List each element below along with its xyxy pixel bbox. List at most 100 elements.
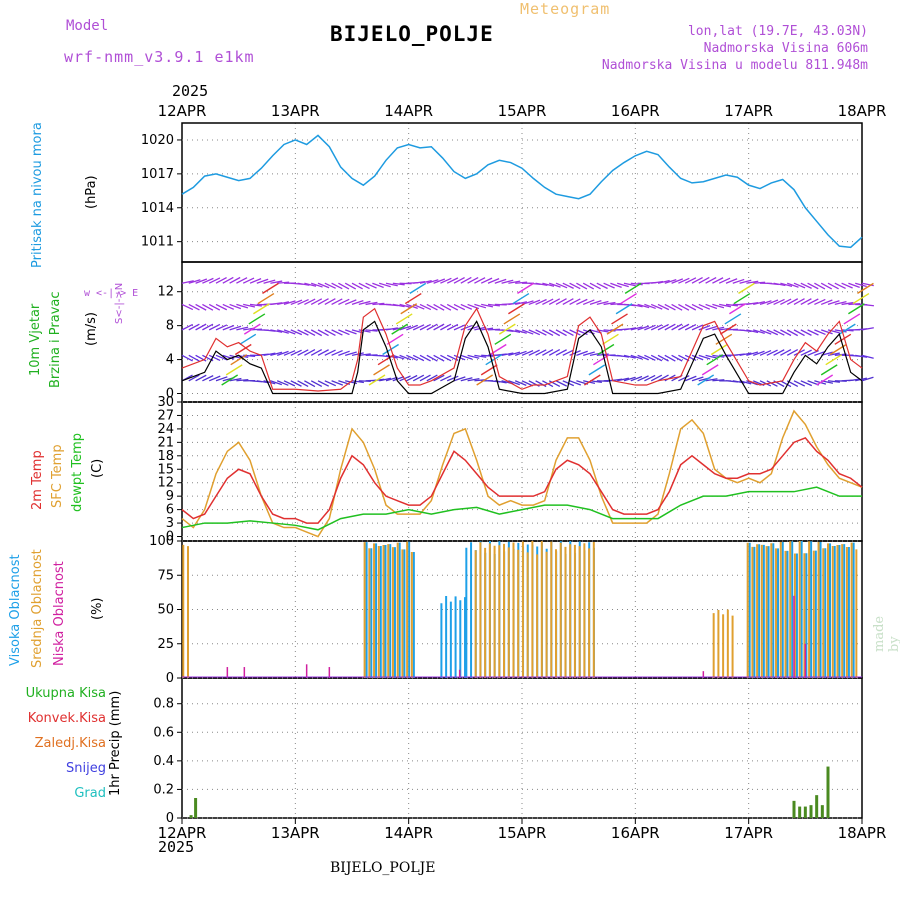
wind-arrow	[766, 380, 778, 387]
wind-arrow	[650, 324, 663, 331]
wind-arrow	[671, 278, 684, 284]
y-tick-label: 21	[157, 435, 174, 450]
wind-arrow	[222, 276, 234, 284]
wind-arrow	[657, 323, 669, 331]
wind-gust-arrow	[485, 354, 503, 366]
wind-arrow	[773, 282, 786, 287]
pressure-line	[181, 134, 863, 249]
wind-arrow	[249, 278, 262, 284]
wind-gust-arrow	[834, 333, 852, 345]
wind-arrow	[739, 279, 752, 284]
wind-speed-line	[181, 320, 863, 395]
wind-arrow	[229, 276, 241, 284]
wind-gust-arrow	[239, 333, 257, 345]
wind-arrow	[759, 300, 772, 306]
wind-arrow	[569, 329, 581, 336]
x-tick-label-bottom: 17APR	[724, 824, 773, 842]
y-tick-label: 12	[157, 285, 174, 300]
wind-arrow	[229, 377, 242, 382]
wind-gust-arrow	[373, 364, 390, 376]
wind-arrow	[753, 329, 765, 334]
wind-arrow	[202, 303, 214, 311]
wind-arrow	[671, 303, 683, 311]
wind-arrow	[841, 329, 854, 332]
wind-gust-arrow	[719, 323, 737, 335]
wind-arrow	[290, 349, 302, 356]
y-tick-label: 75	[157, 568, 174, 583]
wind-arrow	[705, 325, 718, 331]
wind-arrow	[521, 350, 534, 356]
x-tick-label-bottom: 16APR	[611, 824, 660, 842]
wind-arrow	[365, 329, 378, 332]
wind-arrow	[814, 350, 826, 356]
wind-arrow	[188, 279, 201, 284]
wind-gust-arrow	[733, 292, 751, 305]
wind-arrow	[277, 301, 290, 306]
wind-arrow	[215, 354, 228, 361]
wind-gust-arrow	[583, 374, 601, 386]
wind-arrow	[827, 380, 840, 383]
wind-arrow	[521, 380, 534, 387]
wind-arrow	[562, 329, 574, 336]
wind-arrow	[419, 354, 431, 362]
x-tick-label-bottom: 18APR	[838, 824, 887, 842]
wind-arrow	[657, 374, 669, 382]
y-tick-label: 12	[157, 476, 174, 491]
precip-bar	[820, 805, 824, 818]
wind-arrow	[671, 354, 683, 362]
wind-gust-arrow	[234, 343, 252, 356]
precip-bar	[803, 806, 807, 818]
wind-arrow	[630, 354, 643, 360]
wind-arrow	[460, 324, 473, 331]
wind-arrow	[446, 277, 459, 284]
wind-arrow	[304, 329, 316, 337]
wind-arrow	[684, 375, 697, 382]
wind-arrow	[270, 380, 282, 386]
wind-arrow	[712, 277, 724, 284]
legend-freezing-rain: Zaledj.Kisa	[34, 736, 106, 751]
wind-arrow	[542, 329, 554, 337]
wind-arrow	[834, 282, 846, 290]
wind-arrow	[861, 327, 874, 331]
wind-arrow	[569, 380, 582, 386]
wind-arrow	[508, 329, 521, 334]
wind-arrow	[188, 374, 200, 382]
wind-arrow	[650, 374, 663, 382]
wind-arrow	[392, 375, 405, 382]
y-tick-label: 18	[157, 449, 174, 464]
y-tick-label: 50	[157, 603, 174, 618]
wind-arrow	[317, 349, 329, 356]
wind-arrow	[392, 354, 405, 360]
wind-gust-arrow	[368, 374, 386, 386]
wind-arrow	[759, 380, 772, 387]
wind-gust-arrow	[825, 354, 843, 366]
wind-arrow	[623, 354, 636, 359]
wind-arrow	[338, 350, 350, 356]
wind-arrow	[664, 303, 676, 311]
wind-arrow	[569, 298, 581, 306]
wind-arrow	[453, 354, 466, 361]
wind-arrow	[344, 329, 357, 335]
wind-arrow	[358, 353, 371, 356]
wind-arrow	[746, 301, 759, 306]
wind-arrow	[270, 329, 283, 333]
wind-gust-arrow	[701, 364, 719, 376]
wind-arrow	[324, 298, 336, 305]
wind-arrow	[705, 303, 718, 310]
wind-arrow	[610, 302, 623, 306]
wind-gust-arrow	[852, 292, 870, 305]
precip-bar	[189, 815, 193, 818]
wind-arrow	[786, 282, 799, 288]
wind-arrow	[651, 280, 664, 284]
wind-arrow	[637, 325, 650, 331]
y-tick-label: 0.8	[153, 697, 174, 712]
wind-gust-arrow	[620, 292, 637, 305]
wind-arrow	[841, 301, 854, 306]
wind-arrow	[181, 280, 194, 284]
wind-gust-arrow	[624, 282, 642, 294]
wind-arrow	[372, 282, 384, 289]
wind-arrow	[542, 298, 554, 306]
x-tick-label-top: 14APR	[384, 102, 433, 120]
precip-bar	[809, 805, 813, 818]
wind-arrow	[793, 380, 806, 387]
